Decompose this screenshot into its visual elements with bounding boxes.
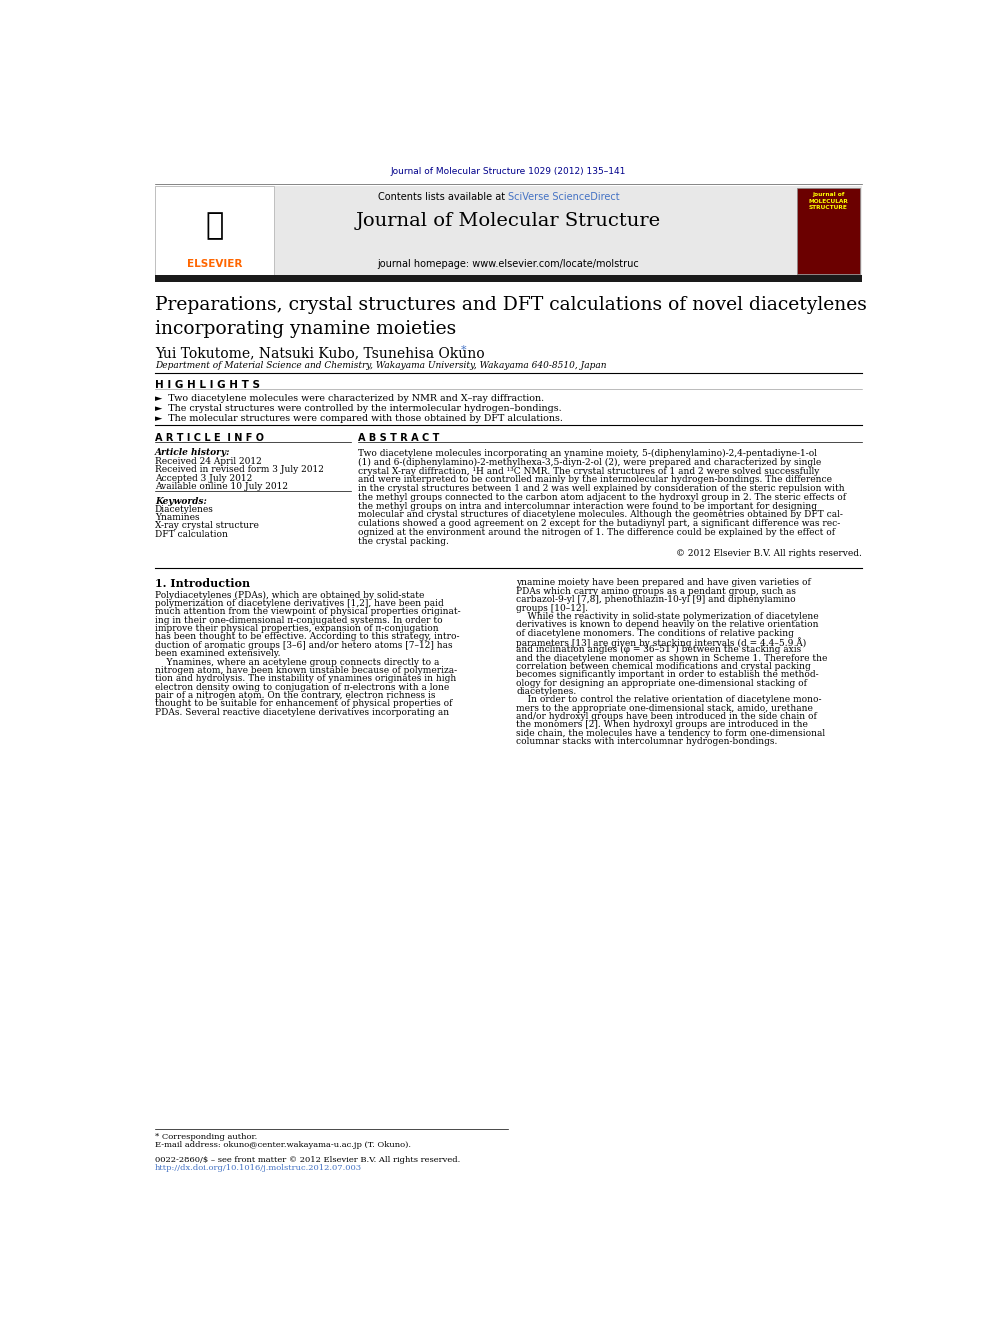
Text: of diacetylene monomers. The conditions of relative packing: of diacetylene monomers. The conditions … [516,628,794,638]
Text: Department of Material Science and Chemistry, Wakayama University, Wakayama 640-: Department of Material Science and Chemi… [155,361,606,370]
Text: Ynamines, where an acetylene group connects directly to a: Ynamines, where an acetylene group conne… [155,658,439,667]
Text: © 2012 Elsevier B.V. All rights reserved.: © 2012 Elsevier B.V. All rights reserved… [677,549,862,557]
Text: Accepted 3 July 2012: Accepted 3 July 2012 [155,474,252,483]
Text: culations showed a good agreement on 2 except for the butadiynyl part, a signifi: culations showed a good agreement on 2 e… [358,519,841,528]
Text: 🌲: 🌲 [205,212,224,241]
Text: A B S T R A C T: A B S T R A C T [358,433,439,443]
Text: ELSEVIER: ELSEVIER [187,259,242,269]
Text: PDAs. Several reactive diacetylene derivatives incorporating an: PDAs. Several reactive diacetylene deriv… [155,708,448,717]
Text: ognized at the environment around the nitrogen of 1. The difference could be exp: ognized at the environment around the ni… [358,528,835,537]
Text: Received 24 April 2012: Received 24 April 2012 [155,458,262,466]
Text: becomes significantly important in order to establish the method-: becomes significantly important in order… [516,671,818,679]
Text: improve their physical properties, expansion of π-conjugation: improve their physical properties, expan… [155,624,438,634]
Text: Ynamines: Ynamines [155,513,199,523]
Text: X-ray crystal structure: X-ray crystal structure [155,521,259,531]
Text: the methyl groups connected to the carbon atom adjacent to the hydroxyl group in: the methyl groups connected to the carbo… [358,493,846,501]
Text: thought to be suitable for enhancement of physical properties of: thought to be suitable for enhancement o… [155,700,452,708]
Text: *: * [460,345,466,355]
Text: the monomers [2]. When hydroxyl groups are introduced in the: the monomers [2]. When hydroxyl groups a… [516,721,807,729]
Text: Keywords:: Keywords: [155,497,206,505]
Text: pair of a nitrogen atom. On the contrary, electron richness is: pair of a nitrogen atom. On the contrary… [155,691,435,700]
Text: duction of aromatic groups [3–6] and/or hetero atoms [7–12] has: duction of aromatic groups [3–6] and/or … [155,640,452,650]
Text: crystal X-ray diffraction, ¹H and ¹³C NMR. The crystal structures of 1 and 2 wer: crystal X-ray diffraction, ¹H and ¹³C NM… [358,467,819,475]
Text: in the crystal structures between 1 and 2 was well explained by consideration of: in the crystal structures between 1 and … [358,484,845,493]
Text: much attention from the viewpoint of physical properties originat-: much attention from the viewpoint of phy… [155,607,460,617]
Text: columnar stacks with intercolumnar hydrogen-bondings.: columnar stacks with intercolumnar hydro… [516,737,778,746]
Text: Journal of Molecular Structure 1029 (2012) 135–141: Journal of Molecular Structure 1029 (201… [391,167,626,176]
Text: ►  The molecular structures were compared with those obtained by DFT alculations: ► The molecular structures were compared… [155,414,562,423]
Text: ing in their one-dimensional π-conjugated systems. In order to: ing in their one-dimensional π-conjugate… [155,615,442,624]
Text: and/or hydroxyl groups have been introduced in the side chain of: and/or hydroxyl groups have been introdu… [516,712,816,721]
Text: 0022-2860/$ – see front matter © 2012 Elsevier B.V. All rights reserved.: 0022-2860/$ – see front matter © 2012 El… [155,1156,460,1164]
Text: Preparations, crystal structures and DFT calculations of novel diacetylenes
inco: Preparations, crystal structures and DFT… [155,296,867,337]
Text: ology for designing an appropriate one-dimensional stacking of: ology for designing an appropriate one-d… [516,679,806,688]
Text: (1) and 6-(diphenylamino)-2-methylhexa-3,5-diyn-2-ol (2), were prepared and char: (1) and 6-(diphenylamino)-2-methylhexa-3… [358,458,821,467]
Text: ►  The crystal structures were controlled by the intermolecular hydrogen–bonding: ► The crystal structures were controlled… [155,405,561,413]
Text: DFT calculation: DFT calculation [155,529,227,538]
Text: Yui Tokutome, Natsuki Kubo, Tsunehisa Okuno: Yui Tokutome, Natsuki Kubo, Tsunehisa Ok… [155,347,484,360]
Text: Two diacetylene molecules incorporating an ynamine moiety, 5-(diphenylamino)-2,4: Two diacetylene molecules incorporating … [358,448,817,458]
Text: nitrogen atom, have been known unstable because of polymeriza-: nitrogen atom, have been known unstable … [155,665,457,675]
Text: groups [10–12].: groups [10–12]. [516,603,588,613]
Text: derivatives is known to depend heavily on the relative orientation: derivatives is known to depend heavily o… [516,620,818,630]
Text: mers to the appropriate one-dimensional stack, amido, urethane: mers to the appropriate one-dimensional … [516,704,813,713]
Text: A R T I C L E  I N F O: A R T I C L E I N F O [155,433,264,443]
Bar [155,187,274,277]
Text: Article history:: Article history: [155,448,230,456]
Text: molecular and crystal structures of diacetylene molecules. Although the geometri: molecular and crystal structures of diac… [358,511,843,520]
Text: and the diacetylene monomer as shown in Scheme 1. Therefore the: and the diacetylene monomer as shown in … [516,654,827,663]
Text: and were interpreted to be controlled mainly by the intermolecular hydrogen-bond: and were interpreted to be controlled ma… [358,475,832,484]
Text: tion and hydrolysis. The instability of ynamines originates in high: tion and hydrolysis. The instability of … [155,675,456,683]
Text: Polydiacetylenes (PDAs), which are obtained by solid-state: Polydiacetylenes (PDAs), which are obtai… [155,590,425,599]
Text: carbazol-9-yl [7,8], phenothlazin-10-yl [9] and diphenylamino: carbazol-9-yl [7,8], phenothlazin-10-yl … [516,595,796,605]
Text: Received in revised form 3 July 2012: Received in revised form 3 July 2012 [155,466,323,475]
Text: and inclination angles (φ = 36–51°) between the stacking axis: and inclination angles (φ = 36–51°) betw… [516,646,802,655]
Bar [797,188,860,274]
Bar [155,275,862,282]
Text: ynamine moiety have been prepared and have given varieties of: ynamine moiety have been prepared and ha… [516,578,810,587]
Text: correlation between chemical modifications and crystal packing: correlation between chemical modificatio… [516,662,810,671]
Text: In order to control the relative orientation of diacetylene mono-: In order to control the relative orienta… [516,696,821,704]
Text: H I G H L I G H T S: H I G H L I G H T S [155,380,260,390]
Text: been examined extensively.: been examined extensively. [155,650,281,658]
Text: electron density owing to conjugation of π-electrons with a lone: electron density owing to conjugation of… [155,683,449,692]
Text: journal homepage: www.elsevier.com/locate/molstruc: journal homepage: www.elsevier.com/locat… [378,258,639,269]
Text: the methyl groups on intra and intercolumnar interaction were found to be import: the methyl groups on intra and intercolu… [358,501,817,511]
Text: diacetylenes.: diacetylenes. [516,687,576,696]
Text: PDAs which carry amino groups as a pendant group, such as: PDAs which carry amino groups as a penda… [516,587,797,595]
Text: Journal of Molecular Structure: Journal of Molecular Structure [356,212,661,230]
Text: side chain, the molecules have a tendency to form one-dimensional: side chain, the molecules have a tendenc… [516,729,825,738]
Text: E-mail address: okuno@center.wakayama-u.ac.jp (T. Okuno).: E-mail address: okuno@center.wakayama-u.… [155,1140,411,1148]
Text: polymerization of diacetylene derivatives [1,2], have been paid: polymerization of diacetylene derivative… [155,599,443,609]
Text: has been thought to be effective. According to this strategy, intro-: has been thought to be effective. Accord… [155,632,459,642]
Text: SciVerse ScienceDirect: SciVerse ScienceDirect [509,192,620,202]
Text: journal of
MOLECULAR
STRUCTURE: journal of MOLECULAR STRUCTURE [808,192,848,210]
Bar [155,187,862,277]
Text: parameters [13] are given by stacking intervals (d = 4.4–5.9 Å): parameters [13] are given by stacking in… [516,636,806,648]
Text: Contents lists available at: Contents lists available at [378,192,509,202]
Text: * Corresponding author.: * Corresponding author. [155,1132,257,1140]
Text: Diacetylenes: Diacetylenes [155,505,213,515]
Text: http://dx.doi.org/10.1016/j.molstruc.2012.07.003: http://dx.doi.org/10.1016/j.molstruc.201… [155,1164,362,1172]
Text: the crystal packing.: the crystal packing. [358,537,449,545]
Text: ►  Two diacetylene molecules were characterized by NMR and X–ray diffraction.: ► Two diacetylene molecules were charact… [155,394,544,404]
Text: While the reactivity in solid-state polymerization of diacetylene: While the reactivity in solid-state poly… [516,611,818,620]
Text: Available online 10 July 2012: Available online 10 July 2012 [155,482,288,491]
Text: 1. Introduction: 1. Introduction [155,578,250,590]
